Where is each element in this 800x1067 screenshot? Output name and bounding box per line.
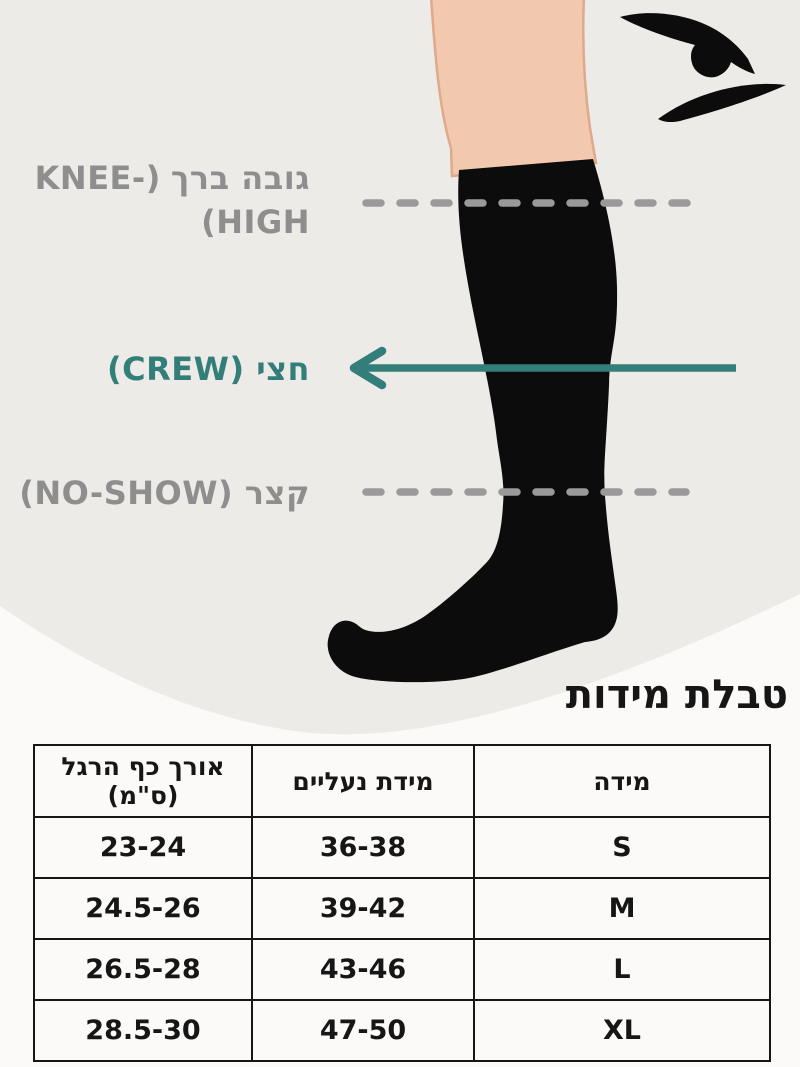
knee-high-label-line2: (HIGH — [201, 203, 310, 241]
sock-shape — [327, 159, 618, 683]
table-row: S 36-38 23-24 — [33, 816, 771, 879]
table-cell: 23-24 — [33, 816, 253, 879]
table-header-cell: מידת נעליים — [251, 744, 475, 818]
table-cell: 24.5-26 — [33, 877, 253, 940]
size-table: מידה מידת נעליים אורך כף הרגל (ס"מ) S 36-38… — [33, 744, 771, 1062]
table-cell: 26.5-28 — [33, 938, 253, 1001]
table-row: XL 47-50 28.5-30 — [33, 999, 771, 1062]
table-cell: 39-42 — [251, 877, 475, 940]
knee-high-hebrew: גובה ברך — [170, 159, 310, 197]
eagle-logo-icon — [620, 13, 786, 123]
knee-high-label-line1: KNEE-) גובה ברך — [35, 156, 310, 200]
table-cell: L — [473, 938, 771, 1001]
table-cell: 36-38 — [251, 816, 475, 879]
table-cell: S — [473, 816, 771, 879]
noshow-label: קצר (NO-SHOW) — [19, 474, 310, 512]
table-cell: M — [473, 877, 771, 940]
knee-high-label: KNEE-) גובה ברך (HIGH — [35, 156, 310, 244]
table-header-row: מידה מידת נעליים אורך כף הרגל (ס"מ) — [33, 744, 771, 818]
size-table-title: טבלת מידות — [565, 672, 788, 718]
table-header-cell: מידה — [473, 744, 771, 818]
crew-label: חצי (CREW) — [107, 350, 310, 388]
arrowhead-left-icon — [349, 346, 387, 390]
table-cell: 47-50 — [251, 999, 475, 1062]
knee-high-latin: KNEE-) — [34, 159, 161, 197]
table-cell: 28.5-30 — [33, 999, 253, 1062]
table-cell: 43-46 — [251, 938, 475, 1001]
table-row: L 43-46 26.5-28 — [33, 938, 771, 1001]
table-cell: XL — [473, 999, 771, 1062]
crew-arrow-line — [349, 346, 736, 390]
table-header-cell: אורך כף הרגל (ס"מ) — [33, 744, 253, 818]
table-row: M 39-42 24.5-26 — [33, 877, 771, 940]
